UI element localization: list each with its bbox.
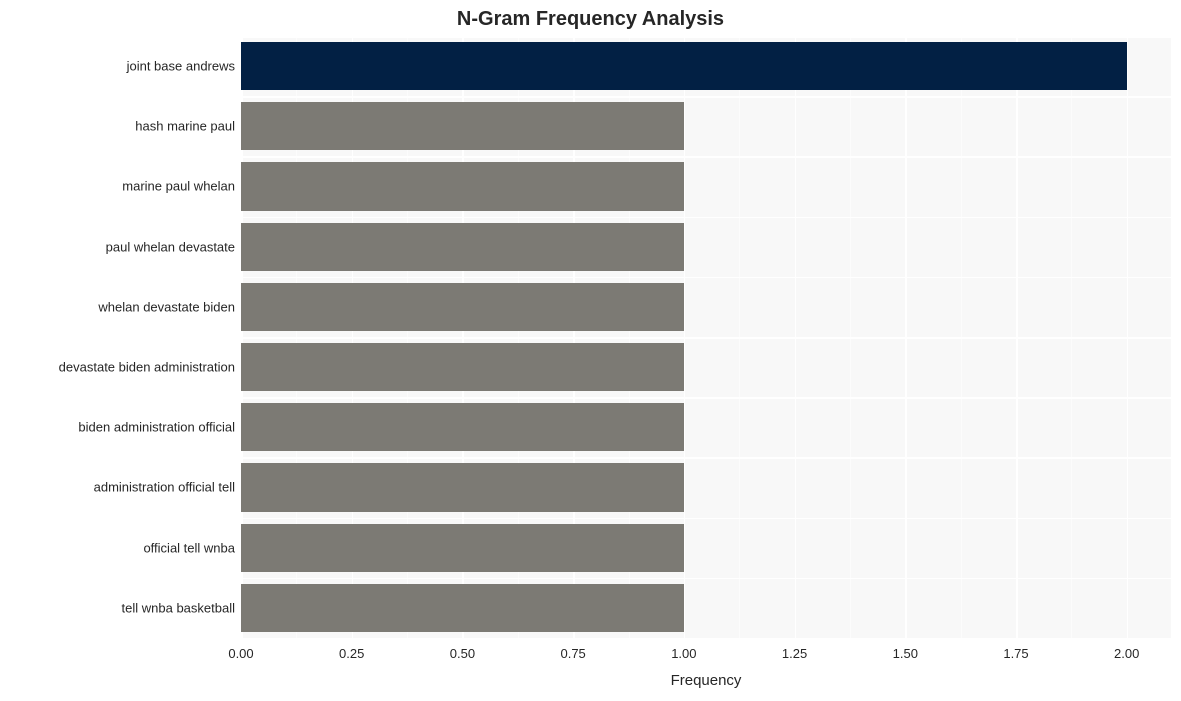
bar-row: official tell wnba	[241, 524, 1171, 572]
x-tick-label: 1.25	[782, 638, 807, 661]
y-tick-label: hash marine paul	[135, 119, 241, 134]
bar	[241, 463, 684, 511]
bar-row: biden administration official	[241, 403, 1171, 451]
bar-row: devastate biden administration	[241, 343, 1171, 391]
bar	[241, 343, 684, 391]
plot-area: 0.000.250.500.751.001.251.501.752.00join…	[241, 36, 1171, 638]
y-tick-label: devastate biden administration	[59, 360, 241, 375]
x-tick-label: 1.50	[893, 638, 918, 661]
y-tick-label: joint base andrews	[127, 59, 241, 74]
bar-row: whelan devastate biden	[241, 283, 1171, 331]
chart-title: N-Gram Frequency Analysis	[0, 8, 1181, 31]
row-gridline	[241, 578, 1171, 580]
y-tick-label: administration official tell	[94, 480, 241, 495]
x-tick-label: 0.00	[228, 638, 253, 661]
row-gridline	[241, 36, 1171, 38]
row-gridline	[241, 638, 1171, 640]
bar-row: administration official tell	[241, 463, 1171, 511]
row-gridline	[241, 156, 1171, 158]
y-tick-label: official tell wnba	[143, 540, 241, 555]
bar	[241, 584, 684, 632]
bar-row: tell wnba basketball	[241, 584, 1171, 632]
y-tick-label: whelan devastate biden	[98, 299, 241, 314]
row-gridline	[241, 337, 1171, 339]
bar-row: paul whelan devastate	[241, 223, 1171, 271]
x-axis-title: Frequency	[671, 672, 742, 689]
bar	[241, 162, 684, 210]
bar	[241, 223, 684, 271]
bar-row: hash marine paul	[241, 102, 1171, 150]
y-tick-label: biden administration official	[78, 420, 241, 435]
row-gridline	[241, 518, 1171, 520]
bar	[241, 403, 684, 451]
bar	[241, 42, 1127, 90]
bar-row: joint base andrews	[241, 42, 1171, 90]
bar	[241, 524, 684, 572]
row-gridline	[241, 457, 1171, 459]
y-tick-label: paul whelan devastate	[106, 239, 241, 254]
x-tick-label: 0.50	[450, 638, 475, 661]
row-gridline	[241, 397, 1171, 399]
row-gridline	[241, 96, 1171, 98]
bar	[241, 283, 684, 331]
x-tick-label: 0.75	[560, 638, 585, 661]
x-tick-label: 1.00	[671, 638, 696, 661]
y-tick-label: marine paul whelan	[122, 179, 241, 194]
ngram-chart: N-Gram Frequency Analysis 0.000.250.500.…	[0, 0, 1181, 701]
row-gridline	[241, 217, 1171, 219]
y-tick-label: tell wnba basketball	[122, 600, 241, 615]
bar	[241, 102, 684, 150]
x-tick-label: 1.75	[1003, 638, 1028, 661]
x-tick-label: 0.25	[339, 638, 364, 661]
x-tick-label: 2.00	[1114, 638, 1139, 661]
bar-row: marine paul whelan	[241, 162, 1171, 210]
row-gridline	[241, 277, 1171, 279]
